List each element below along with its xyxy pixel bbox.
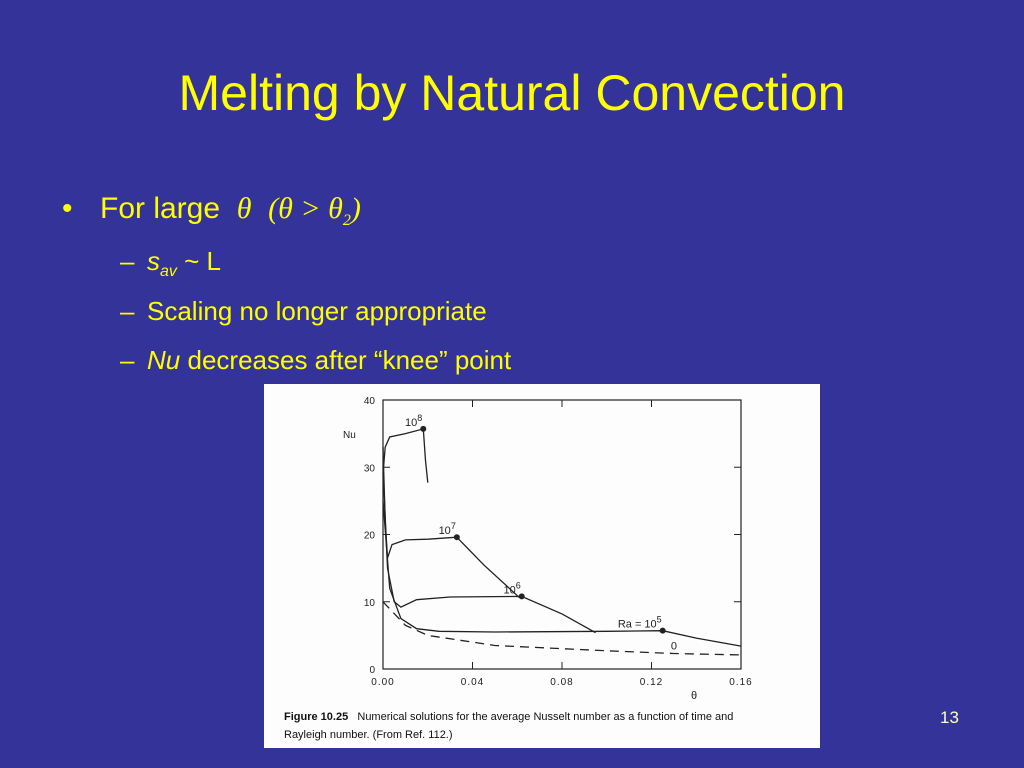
caption-label: Figure 10.25 <box>284 711 349 723</box>
dash: – <box>120 296 135 326</box>
caption-text: Numerical solutions for the average Nuss… <box>357 711 734 723</box>
x-tick-label: 0.12 <box>640 677 663 688</box>
bullet-marker: • <box>62 192 73 225</box>
sub-bullet-text: Scaling no longer appropriate <box>147 296 487 326</box>
sub-bullet: – sav ~ L <box>120 246 221 280</box>
math: ) <box>350 192 361 225</box>
caption: Figure 10.25 Numerical solutions for the… <box>284 711 733 723</box>
math: θ <box>236 192 252 225</box>
x-axis-label: θ <box>691 690 697 702</box>
curve <box>382 601 742 656</box>
text: decreases after “knee” point <box>187 345 512 375</box>
series-label-exponent: 5 <box>657 615 662 625</box>
series-label-exponent: 8 <box>417 413 422 423</box>
series-label: 108 <box>405 413 422 429</box>
dash: – <box>120 246 135 276</box>
text: s <box>147 246 160 276</box>
text: For large <box>100 192 221 225</box>
x-tick-label: 0.08 <box>550 677 573 688</box>
series-label: 106 <box>503 580 520 596</box>
text: ~ L <box>184 246 222 276</box>
curve <box>382 467 596 634</box>
series-label-base: Ra = 10 <box>618 619 657 631</box>
text: Nu <box>147 345 181 375</box>
curve <box>382 428 429 483</box>
series-label-exponent: 7 <box>451 521 456 531</box>
dash: – <box>120 345 135 375</box>
y-tick-label: 30 <box>364 463 376 474</box>
x-tick-label: 0.04 <box>461 677 484 688</box>
math: (θ > θ <box>268 192 343 225</box>
knee-point <box>659 627 666 634</box>
page-number: 13 <box>940 708 959 727</box>
y-tick-label: 40 <box>364 396 376 407</box>
series-label: Ra = 105 <box>618 615 662 631</box>
knee-point <box>420 425 427 432</box>
caption: Rayleigh number. (From Ref. 112.) <box>284 729 453 741</box>
bullet-text: For large θ (θ > θ2) <box>100 192 361 230</box>
series-label-base: 10 <box>439 525 451 537</box>
x-tick-label: 0.00 <box>371 677 394 688</box>
slide-title: Melting by Natural Convection <box>178 65 846 121</box>
sub-bullet-text: sav ~ L <box>147 246 221 281</box>
series-label-base: 10 <box>405 417 417 429</box>
math-sub: 2 <box>342 212 351 229</box>
plot-frame <box>382 399 742 670</box>
text-sub: av <box>160 263 177 281</box>
curve <box>382 500 742 647</box>
series-label: 107 <box>439 521 456 537</box>
sub-bullet-text: Nu decreases after “knee” point <box>147 345 511 376</box>
sub-bullet: – Scaling no longer appropriate <box>120 296 487 327</box>
series-label-base: 10 <box>503 584 515 596</box>
series-label-exponent: 6 <box>516 580 521 590</box>
knee-point <box>453 534 460 541</box>
figure: 0 10 20 30 40 0.00 0.04 0.08 0.12 0.16 Nu θ 108 107 10… <box>264 384 820 748</box>
series-label-base: 0 <box>671 641 677 653</box>
y-tick-label: 10 <box>364 598 376 609</box>
knee-point <box>518 593 525 600</box>
sub-bullet: – Nu decreases after “knee” point <box>120 345 511 376</box>
y-tick-label: 0 <box>369 665 375 676</box>
y-axis-label: Nu <box>343 430 356 441</box>
x-tick-label: 0.16 <box>729 677 752 688</box>
y-tick-label: 20 <box>364 531 376 542</box>
series-label: 0 <box>671 641 677 653</box>
